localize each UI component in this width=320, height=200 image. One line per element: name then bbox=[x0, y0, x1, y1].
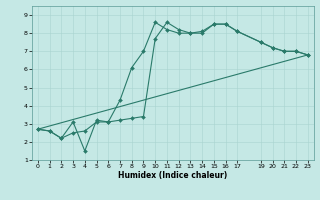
X-axis label: Humidex (Indice chaleur): Humidex (Indice chaleur) bbox=[118, 171, 228, 180]
